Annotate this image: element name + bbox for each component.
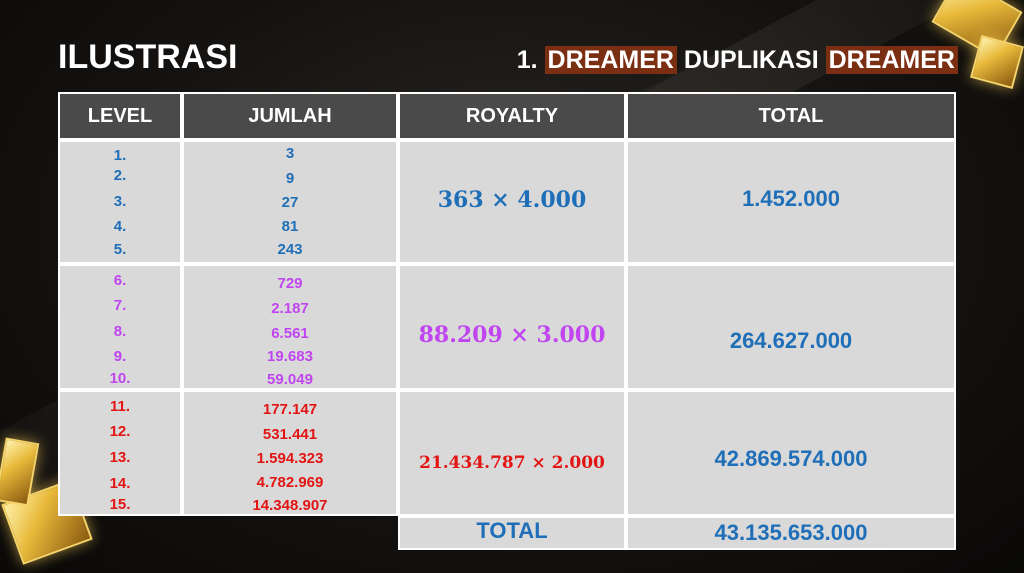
level-number: 6. xyxy=(113,272,127,289)
level-number: 8. xyxy=(113,323,127,340)
grand-total-label: TOTAL xyxy=(476,518,548,543)
level-number: 10. xyxy=(109,370,131,387)
jumlah-value: 4.782.969 xyxy=(256,474,324,491)
header-total: TOTAL xyxy=(626,92,956,140)
jumlah-value: 59.049 xyxy=(267,371,313,388)
level-number: 13. xyxy=(109,449,131,466)
royalty-cell xyxy=(398,264,626,390)
page-title: ILUSTRASI xyxy=(58,38,238,76)
page-subtitle: 1. DREAMER DUPLIKASI DREAMER xyxy=(517,46,958,75)
level-number: 2. xyxy=(113,167,127,184)
level-number: 1. xyxy=(113,147,127,164)
total-cell xyxy=(626,140,956,264)
grand-total-value: 43.135.653.000 xyxy=(714,520,868,545)
royalty-formula: 21.434.787 × 2.000 xyxy=(419,453,605,473)
level-cell xyxy=(58,140,182,264)
jumlah-value: 81 xyxy=(281,218,299,235)
level-number: 3. xyxy=(113,193,127,210)
illustration-table: LEVEL JUMLAH ROYALTY TOTAL 1. 2. 3. 4. 5… xyxy=(58,92,958,552)
jumlah-value: 3 xyxy=(285,145,295,162)
total-cell xyxy=(626,390,956,516)
header-level: LEVEL xyxy=(58,92,182,140)
jumlah-value: 729 xyxy=(277,275,303,292)
subtitle-highlight-2: DREAMER xyxy=(825,46,958,74)
level-cell xyxy=(58,390,182,516)
level-number: 5. xyxy=(113,241,127,258)
jumlah-value: 531.441 xyxy=(262,426,318,443)
header-jumlah: JUMLAH xyxy=(182,92,398,140)
jumlah-cell xyxy=(182,264,398,390)
level-number: 4. xyxy=(113,218,127,235)
level-number: 11. xyxy=(109,398,131,415)
jumlah-value: 243 xyxy=(277,241,303,258)
level-number: 7. xyxy=(113,297,127,314)
jumlah-value: 1.594.323 xyxy=(256,450,324,467)
total-value: 42.869.574.000 xyxy=(714,446,868,471)
jumlah-cell xyxy=(182,140,398,264)
subtitle-middle: DUPLIKASI xyxy=(683,46,819,74)
level-number: 15. xyxy=(109,496,131,513)
jumlah-cell xyxy=(182,390,398,516)
grand-total-label-cell xyxy=(398,516,626,550)
level-number: 12. xyxy=(109,423,131,440)
royalty-cell xyxy=(398,140,626,264)
subtitle-prefix: 1. xyxy=(516,46,538,74)
total-value: 1.452.000 xyxy=(742,186,840,211)
jumlah-value: 9 xyxy=(285,170,295,187)
royalty-formula: 88.209 × 3.000 xyxy=(418,322,606,348)
level-number: 9. xyxy=(113,348,127,365)
jumlah-value: 2.187 xyxy=(271,300,309,317)
jumlah-value: 14.348.907 xyxy=(252,497,328,514)
grand-total-value-cell xyxy=(626,516,956,550)
total-value: 264.627.000 xyxy=(729,328,853,353)
jumlah-value: 27 xyxy=(281,194,299,211)
jumlah-value: 177.147 xyxy=(262,401,318,418)
royalty-cell xyxy=(398,390,626,516)
total-cell xyxy=(626,264,956,390)
level-cell xyxy=(58,264,182,390)
gold-crystal-decoration xyxy=(970,35,1024,89)
jumlah-value: 6.561 xyxy=(271,325,309,342)
subtitle-highlight-1: DREAMER xyxy=(544,46,677,74)
header-royalty: ROYALTY xyxy=(398,92,626,140)
royalty-formula: 363 × 4.000 xyxy=(437,187,587,213)
jumlah-value: 19.683 xyxy=(267,348,313,365)
level-number: 14. xyxy=(109,475,131,492)
